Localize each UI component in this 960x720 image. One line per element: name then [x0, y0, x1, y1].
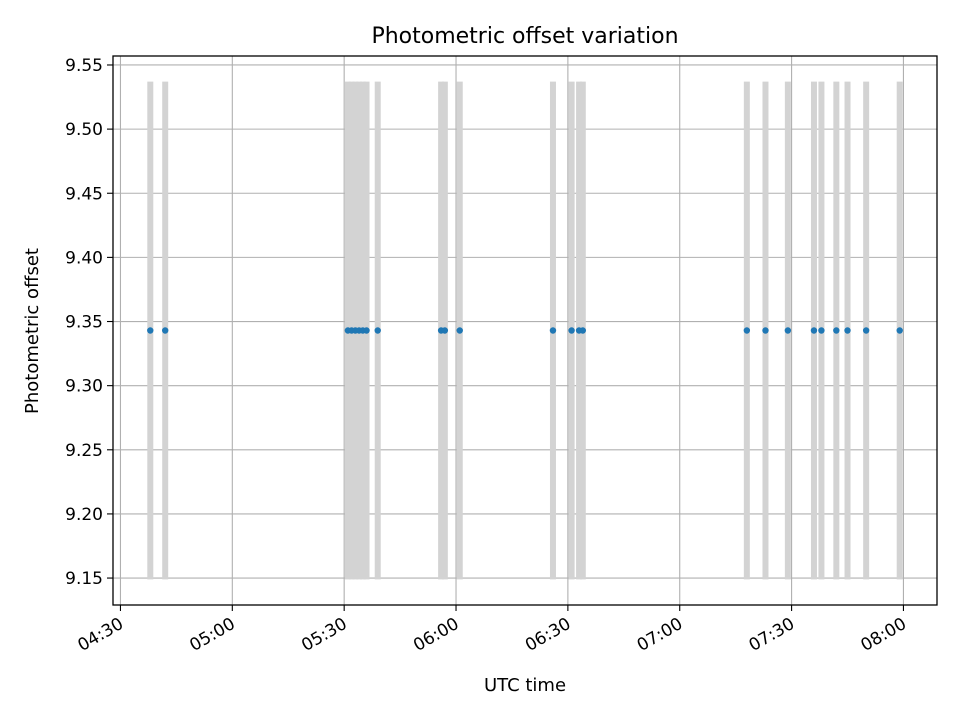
data-point — [743, 327, 751, 334]
data-point — [833, 327, 840, 334]
data-point — [762, 327, 769, 334]
data-point — [862, 327, 870, 334]
y-axis-label: Photometric offset — [22, 248, 43, 414]
data-point — [161, 327, 169, 334]
plot-frame — [112, 55, 938, 606]
data-points — [147, 327, 903, 334]
data-point — [568, 327, 575, 334]
y-tick-label: 9.35 — [65, 313, 103, 333]
x-axis-label: UTC time — [484, 675, 566, 696]
y-tick-label: 9.30 — [65, 377, 103, 397]
data-point — [441, 327, 449, 334]
data-point — [374, 327, 381, 334]
y-tick-label: 9.15 — [65, 569, 103, 589]
chart-title: Photometric offset variation — [371, 24, 678, 49]
y-tick-label: 9.45 — [65, 184, 103, 204]
data-point — [784, 327, 792, 334]
data-point — [579, 327, 586, 334]
y-tick-label: 9.50 — [65, 120, 103, 140]
data-point — [810, 327, 818, 334]
data-point — [147, 327, 154, 334]
y-tick-label: 9.25 — [65, 441, 103, 461]
y-tick-label: 9.40 — [65, 248, 103, 268]
y-axis-ticks: 9.15 9.20 9.25 9.30 9.35 9.40 9.45 9.50 9.55 — [65, 56, 113, 589]
data-point — [844, 327, 851, 334]
grid — [113, 56, 937, 605]
data-point — [456, 327, 463, 334]
data-point — [818, 327, 825, 334]
data-point — [896, 327, 903, 334]
data-point — [363, 327, 370, 334]
data-point — [549, 327, 557, 334]
y-tick-label: 9.55 — [65, 56, 103, 76]
y-tick-label: 9.20 — [65, 505, 103, 525]
